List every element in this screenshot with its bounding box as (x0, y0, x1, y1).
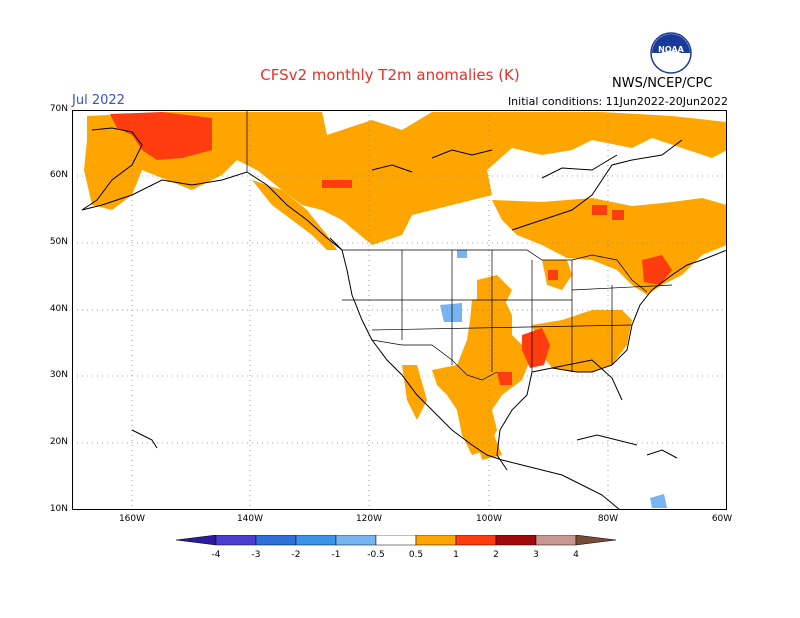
legend-label: -2 (292, 550, 301, 560)
initial-conditions-label: Initial conditions: 11Jun2022-20Jun2022 (507, 95, 728, 108)
legend-label: -4 (212, 550, 221, 560)
legend-swatch (535, 534, 577, 546)
color-legend: -4 -3 -2 -1 -0.5 0.5 1 2 3 4 (170, 534, 630, 565)
anomaly-hot-shading (110, 112, 672, 385)
map-canvas (72, 110, 728, 511)
legend-label: -0.5 (367, 550, 385, 560)
title-text: CFSv2 monthly T2m anomalies (K) (260, 66, 520, 84)
legend-swatch (335, 534, 377, 546)
legend-label: -3 (252, 550, 261, 560)
legend-label: 4 (573, 550, 579, 560)
legend-swatch (415, 534, 457, 546)
lat-label: 40N (49, 304, 68, 314)
legend-swatch (375, 534, 417, 546)
legend-swatch (295, 534, 337, 546)
legend-swatch (255, 534, 297, 546)
legend-label: -1 (332, 550, 341, 560)
legend-swatch (455, 534, 497, 546)
lon-label: 140W (236, 514, 264, 524)
legend-swatch (175, 534, 217, 546)
lat-label: 60N (49, 170, 68, 180)
legend-bar: -4 -3 -2 -1 -0.5 0.5 1 2 3 4 (175, 534, 617, 560)
lon-label: 80W (597, 514, 619, 524)
lat-label: 70N (49, 104, 68, 114)
legend-label: 2 (493, 550, 499, 560)
legend-swatch (215, 534, 257, 546)
legend-swatch (495, 534, 537, 546)
legend-swatch (575, 534, 617, 546)
noaa-logo-icon: NOAA (650, 32, 692, 74)
lon-label: 100W (475, 514, 503, 524)
month-label: Jul 2022 (72, 93, 125, 108)
agency-label: NWS/NCEP/CPC (612, 76, 713, 91)
legend-label: 1 (453, 550, 459, 560)
lat-label: 10N (49, 504, 68, 514)
lat-label: 30N (49, 370, 68, 380)
page-title: CFSv2 monthly T2m anomalies (K) (0, 66, 800, 84)
graticule (72, 110, 727, 510)
lon-label: 120W (355, 514, 383, 524)
map-frame (72, 110, 727, 510)
anomaly-cool-shading (440, 250, 667, 508)
lon-label: 160W (118, 514, 146, 524)
anomaly-map: 70N 60N 50N 40N 30N 20N 10N 160W 140W 12… (50, 104, 732, 524)
noaa-logo-text: NOAA (658, 45, 684, 54)
lat-label: 20N (49, 437, 68, 447)
lon-label: 60W (711, 514, 733, 524)
legend-label: 0.5 (409, 550, 423, 560)
political-borders (246, 110, 673, 381)
lat-label: 50N (49, 237, 68, 247)
legend-label: 3 (533, 550, 539, 560)
